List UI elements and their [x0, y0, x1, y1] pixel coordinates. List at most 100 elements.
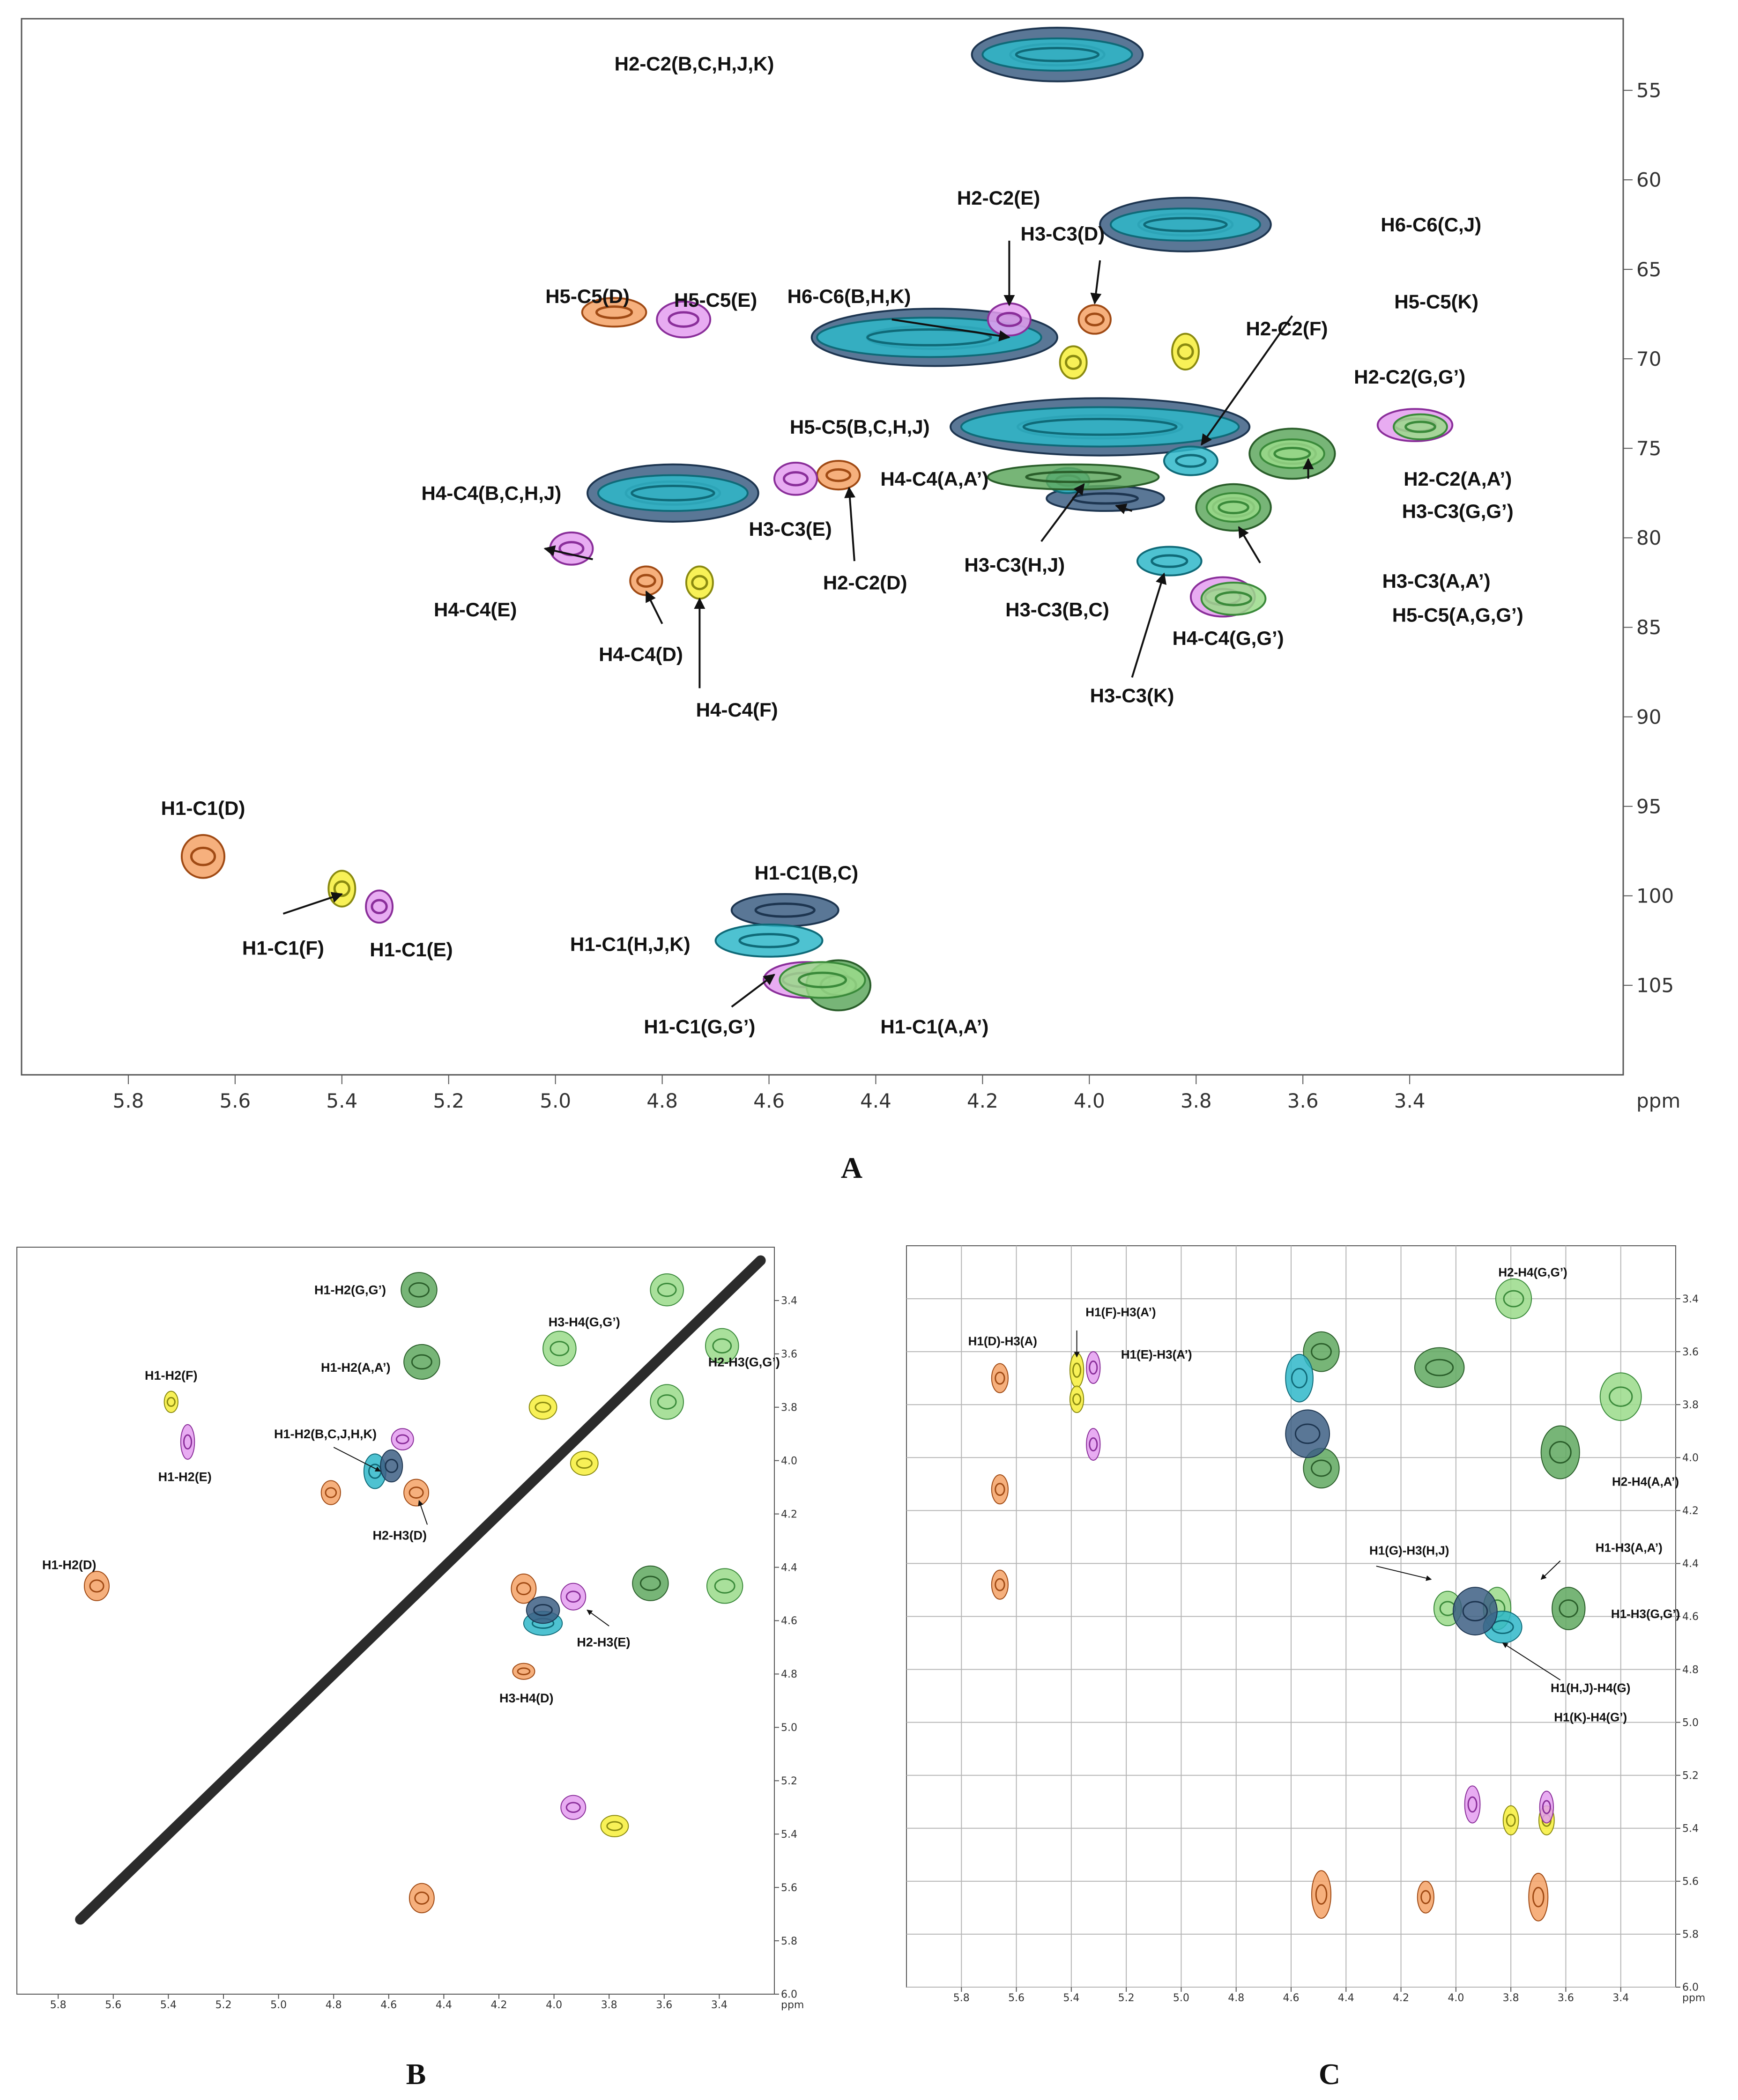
x-tick-label: 4.6 — [380, 1999, 397, 2011]
peak-label: H1-H3(A,A’) — [1596, 1541, 1663, 1555]
peak-highlight-lightgreen — [1495, 1278, 1532, 1319]
peak-highlight-magenta — [1464, 1785, 1481, 1824]
peak-highlight-magenta — [365, 889, 394, 924]
peak-contour — [657, 1282, 677, 1297]
peak-highlight-orange — [1528, 1872, 1549, 1922]
peak-contour — [409, 1486, 424, 1499]
label-arrow — [1040, 483, 1085, 542]
peak-highlight-orange — [1311, 1870, 1332, 1919]
peak-contour — [166, 1397, 176, 1407]
x-tick-label: 5.0 — [1173, 1992, 1189, 2004]
peak-contour — [1420, 1890, 1431, 1904]
y-tick-label: 65 — [1636, 258, 1661, 281]
peak-label: H6-C6(C,J) — [1381, 214, 1481, 236]
label-arrow — [1201, 315, 1293, 446]
peak-label: H3-H4(D) — [499, 1691, 554, 1705]
peak-contour — [595, 305, 633, 319]
peak-contour — [712, 1338, 732, 1354]
peak-highlight-cyan — [597, 474, 749, 512]
peak-contour — [516, 1582, 531, 1596]
x-tick-label: 3.8 — [1503, 1992, 1519, 2004]
peak-highlight-cyan — [1136, 546, 1203, 577]
peak-contour — [414, 1891, 430, 1905]
y-tick-label: 5.8 — [1682, 1929, 1699, 1941]
peak-highlight-cyan — [1109, 207, 1262, 242]
label-arrow — [731, 974, 775, 1008]
x-tick-label: 5.0 — [270, 1999, 287, 2011]
y-tick-label: 55 — [1636, 79, 1661, 102]
peak-highlight-orange — [403, 1479, 430, 1507]
peak-highlight-cyan — [960, 406, 1240, 448]
peak-contour — [1218, 500, 1249, 515]
y-tick-label: 5.6 — [781, 1882, 797, 1894]
x-tick-label: 3.4 — [1612, 1992, 1629, 2004]
peak-highlight-navy — [730, 893, 839, 927]
peak-label: H1-H2(B,C,J,H,K) — [274, 1427, 377, 1441]
peak-label: H1-H3(G,G’) — [1611, 1607, 1680, 1621]
peak-label: H2-C2(B,C,H,J,K) — [615, 52, 774, 74]
peak-label: H1-H2(G,G’) — [314, 1283, 386, 1297]
x-tick-label: 4.4 — [436, 1999, 452, 2011]
y-tick-label: 100 — [1636, 884, 1674, 907]
peak-contour — [411, 1354, 432, 1370]
peak-contour — [325, 1487, 337, 1498]
peak-highlight-magenta — [1539, 1790, 1554, 1824]
peak-highlight-magenta — [656, 300, 712, 339]
peak-highlight-cyan — [816, 317, 1042, 358]
peak-highlight-lightgreen — [1206, 492, 1262, 523]
peak-label: H2-C2(D) — [823, 572, 907, 594]
x-tick-label: 3.4 — [1394, 1089, 1426, 1112]
peak-contour — [1404, 421, 1436, 433]
peak-label: H1-C1(G,G’) — [644, 1016, 755, 1038]
x-tick-label: 4.8 — [326, 1999, 342, 2011]
peak-contour — [1609, 1386, 1633, 1407]
peak-label: H1-C1(D) — [161, 797, 245, 819]
peak-contour — [371, 899, 388, 914]
peak-contour — [190, 846, 216, 866]
y-tick-label: 70 — [1636, 348, 1661, 370]
y-tick-label: 3.6 — [1682, 1346, 1699, 1358]
y-tick-label: 5.4 — [1682, 1823, 1699, 1834]
peak-contour — [1143, 217, 1228, 232]
y-tick-label: 4.6 — [781, 1615, 797, 1627]
peak-contour — [1559, 1599, 1579, 1618]
peak-contour — [183, 1434, 193, 1450]
panel-letter-a: A — [841, 1151, 862, 1184]
x-tick-label: 5.4 — [1063, 1992, 1079, 2004]
x-tick-label: 5.2 — [1118, 1992, 1135, 2004]
peak-highlight-orange — [511, 1573, 537, 1604]
peak-highlight-lightgreen — [1392, 413, 1448, 441]
panel-a-hsqc-spectrum: 5.8 5.6 5.4 5.2 5.0 4.8 4.6 4.4 4.2 4.0 3.8 3.6 3.4 5… — [21, 18, 1680, 1112]
y-tick-label: 5.0 — [781, 1722, 797, 1734]
peak-contour — [385, 1458, 399, 1473]
y-tick-label: 5.6 — [1682, 1876, 1699, 1888]
peak-label: H2-H4(G,G’) — [1498, 1265, 1567, 1279]
y-tick-label: 90 — [1636, 705, 1661, 728]
peak-contour — [535, 1402, 551, 1413]
peak-highlight-yellow — [1069, 1385, 1084, 1413]
peak-highlight-magenta — [560, 1582, 587, 1611]
peak-highlight-magenta — [1086, 1428, 1101, 1461]
peak-contour — [995, 1483, 1005, 1496]
peak-highlight-magenta — [560, 1795, 587, 1820]
x-tick-label: 4.0 — [1448, 1992, 1464, 2004]
peak-highlight-orange — [991, 1363, 1009, 1393]
x-axis-label: ppm — [781, 1999, 804, 2011]
peak-highlight-magenta — [549, 531, 594, 566]
x-tick-label: 3.6 — [1287, 1089, 1319, 1112]
peak-highlight-yellow — [1059, 345, 1088, 380]
peak-contour — [517, 1667, 531, 1676]
peak-contour — [1294, 1423, 1321, 1444]
y-tick-label: 5.8 — [781, 1936, 797, 1947]
x-tick-label: 3.6 — [1558, 1992, 1574, 2004]
x-tick-label: 4.0 — [546, 1999, 562, 2011]
y-tick-label: 5.0 — [1682, 1717, 1699, 1729]
peak-label: H3-C3(K) — [1090, 684, 1174, 706]
peak-highlight-orange — [180, 834, 226, 879]
peak-contour — [691, 575, 708, 591]
peak-highlight-navy — [1285, 1409, 1330, 1458]
peak-label: H5-C5(B,C,H,J) — [790, 416, 930, 438]
peak-contour — [668, 311, 700, 328]
peak-label: H1-C1(H,J,K) — [570, 933, 691, 955]
